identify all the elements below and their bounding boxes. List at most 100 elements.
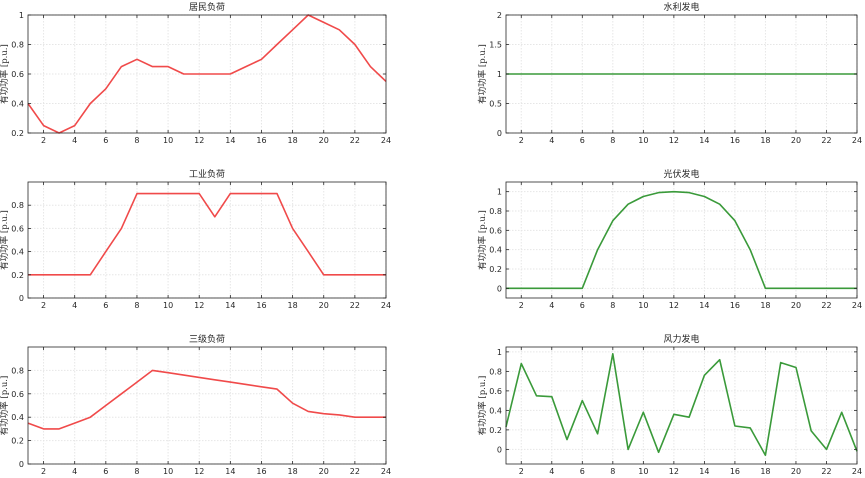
x-tick-label: 12 — [194, 136, 204, 145]
x-tick-label: 24 — [852, 136, 862, 145]
y-tick-label: 0.2 — [489, 265, 502, 274]
y-tick-label: 0.6 — [11, 224, 24, 233]
x-tick-label: 10 — [638, 467, 648, 476]
x-tick-label: 14 — [699, 467, 709, 476]
x-tick-label: 18 — [288, 467, 298, 476]
x-tick-label: 22 — [350, 467, 360, 476]
y-tick-label: 0.8 — [489, 367, 502, 376]
x-tick-label: 24 — [381, 467, 391, 476]
x-tick-label: 20 — [791, 467, 801, 476]
y-tick-label: 0 — [497, 284, 502, 293]
x-tick-label: 16 — [730, 301, 740, 310]
y-tick-label: 0.6 — [11, 70, 24, 79]
y-tick-label: 0 — [497, 129, 502, 138]
x-tick-label: 8 — [610, 136, 615, 145]
x-tick-label: 20 — [319, 136, 329, 145]
x-tick-label: 22 — [821, 467, 831, 476]
series-line — [28, 192, 386, 276]
x-tick-label: 16 — [256, 301, 266, 310]
chart-panel: 2 4 6 8 10 12 14 16 18 20 22 2400.20.40.60.8三级负荷有功功… — [0, 333, 391, 476]
x-tick-label: 12 — [669, 467, 679, 476]
x-tick-label: 20 — [319, 467, 329, 476]
x-tick-label: 4 — [72, 136, 77, 145]
x-tick-label: 6 — [580, 136, 585, 145]
x-tick-label: 8 — [610, 467, 615, 476]
chart-title: 三级负荷 — [189, 333, 225, 345]
series-line — [27, 14, 387, 134]
y-tick-label: 1 — [497, 70, 502, 79]
y-tick-label: 0.6 — [489, 226, 502, 235]
x-tick-label: 18 — [760, 136, 770, 145]
x-tick-label: 18 — [760, 301, 770, 310]
y-axis-label: 有功功率 [p.u.] — [477, 376, 488, 436]
y-tick-label: 0.4 — [489, 406, 502, 415]
x-tick-label: 6 — [580, 301, 585, 310]
x-tick-label: 20 — [791, 136, 801, 145]
x-tick-label: 10 — [638, 301, 648, 310]
x-tick-label: 22 — [821, 301, 831, 310]
y-tick-label: 1 — [497, 188, 502, 197]
x-tick-label: 4 — [72, 301, 77, 310]
y-tick-label: 2 — [497, 11, 502, 20]
y-tick-label: 0.8 — [11, 201, 24, 210]
y-axis-label: 有功功率 [p.u.] — [477, 210, 488, 270]
y-axis-label: 有功功率 [p.u.] — [477, 44, 488, 104]
x-tick-label: 8 — [134, 136, 139, 145]
y-axis-label: 有功功率 [p.u.] — [0, 210, 10, 270]
x-tick-label: 16 — [730, 136, 740, 145]
x-tick-label: 12 — [669, 136, 679, 145]
x-tick-label: 10 — [163, 301, 173, 310]
y-tick-label: 0.2 — [11, 271, 24, 280]
x-tick-label: 10 — [638, 136, 648, 145]
chart-title: 水利发电 — [663, 1, 699, 13]
chart-title: 风力发电 — [663, 333, 699, 345]
y-tick-label: 0.8 — [489, 207, 502, 216]
x-tick-label: 16 — [256, 136, 266, 145]
y-axis-label: 有功功率 [p.u.] — [0, 376, 10, 436]
x-tick-label: 20 — [319, 301, 329, 310]
y-tick-label: 0.2 — [11, 437, 24, 446]
y-tick-label: 0.6 — [11, 390, 24, 399]
y-tick-label: 0.2 — [11, 129, 24, 138]
x-tick-label: 4 — [549, 467, 554, 476]
x-tick-label: 10 — [163, 467, 173, 476]
y-tick-label: 0.4 — [11, 248, 24, 257]
y-tick-label: 1 — [497, 348, 502, 357]
x-tick-label: 2 — [41, 136, 46, 145]
x-tick-label: 6 — [103, 136, 108, 145]
x-tick-label: 24 — [381, 136, 391, 145]
y-tick-label: 0 — [19, 460, 24, 469]
x-tick-label: 24 — [381, 301, 391, 310]
chart-panel: 2 4 6 8 10 12 14 16 18 20 22 240.20.40.60.81居民负荷有功功… — [0, 1, 391, 145]
x-tick-label: 16 — [730, 467, 740, 476]
x-tick-label: 2 — [519, 301, 524, 310]
chart-panel: 2 4 6 8 10 12 14 16 18 20 22 2400.20.40.60.81光伏发电有功… — [477, 168, 862, 310]
series-line — [506, 190, 857, 290]
chart-panel: 2 4 6 8 10 12 14 16 18 20 22 2400.20.40.60.81风力发电有功… — [477, 333, 862, 476]
y-tick-label: 0.4 — [11, 413, 24, 422]
x-tick-label: 8 — [134, 467, 139, 476]
x-tick-label: 22 — [821, 136, 831, 145]
x-tick-label: 2 — [41, 301, 46, 310]
x-tick-label: 24 — [852, 467, 862, 476]
x-tick-label: 6 — [103, 467, 108, 476]
y-tick-label: 1.5 — [489, 41, 502, 50]
y-tick-label: 0.2 — [489, 426, 502, 435]
y-tick-label: 0.4 — [11, 100, 24, 109]
x-tick-label: 8 — [134, 301, 139, 310]
x-tick-label: 24 — [852, 301, 862, 310]
chart-panel: 2 4 6 8 10 12 14 16 18 20 22 2400.20.40.60.8工业负荷有功功… — [0, 168, 391, 310]
x-tick-label: 20 — [791, 301, 801, 310]
x-tick-label: 14 — [225, 467, 235, 476]
x-tick-label: 14 — [699, 136, 709, 145]
x-tick-label: 18 — [760, 467, 770, 476]
y-tick-label: 1 — [19, 11, 24, 20]
y-tick-label: 0.8 — [11, 41, 24, 50]
x-tick-label: 4 — [549, 136, 554, 145]
y-tick-label: 0 — [497, 445, 502, 454]
y-tick-label: 0.6 — [489, 387, 502, 396]
x-tick-label: 16 — [256, 467, 266, 476]
chart-title: 光伏发电 — [663, 168, 699, 180]
